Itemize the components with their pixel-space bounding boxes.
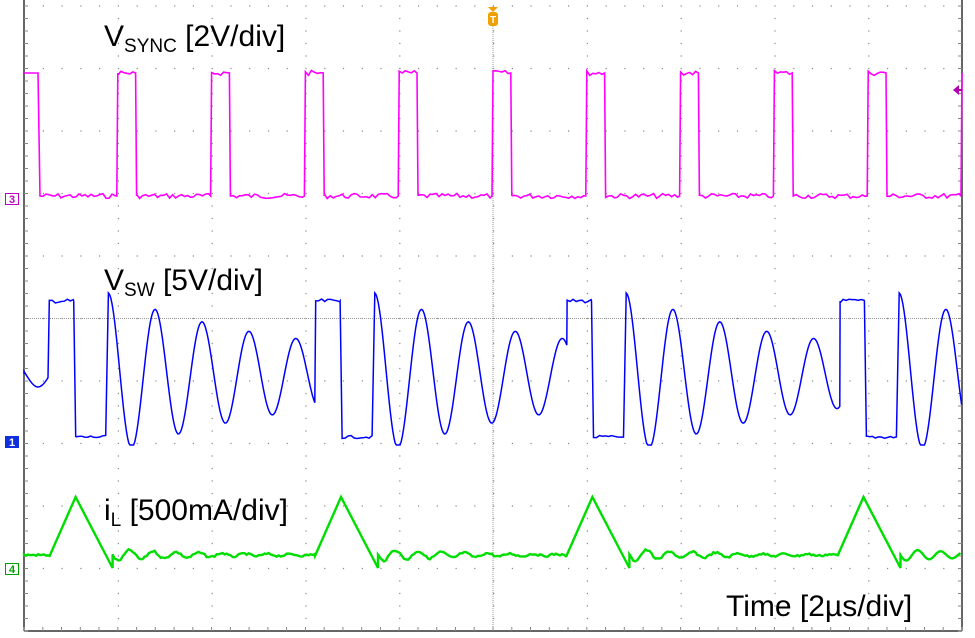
channel-1-marker[interactable]: 1 [5,436,19,449]
il-label: iL [500mA/div] [104,494,288,532]
channel-4-marker[interactable]: 4 [5,563,19,576]
vsw-label: VSW [5V/div] [104,264,264,302]
trigger-marker: T [488,7,962,95]
svg-text:T: T [490,15,496,26]
vsync-label: VSYNC [2V/div] [104,20,286,58]
time-scale-label: Time [2µs/div] [726,590,913,623]
channel-3-marker[interactable]: 3 [5,193,19,206]
traces [22,68,963,569]
